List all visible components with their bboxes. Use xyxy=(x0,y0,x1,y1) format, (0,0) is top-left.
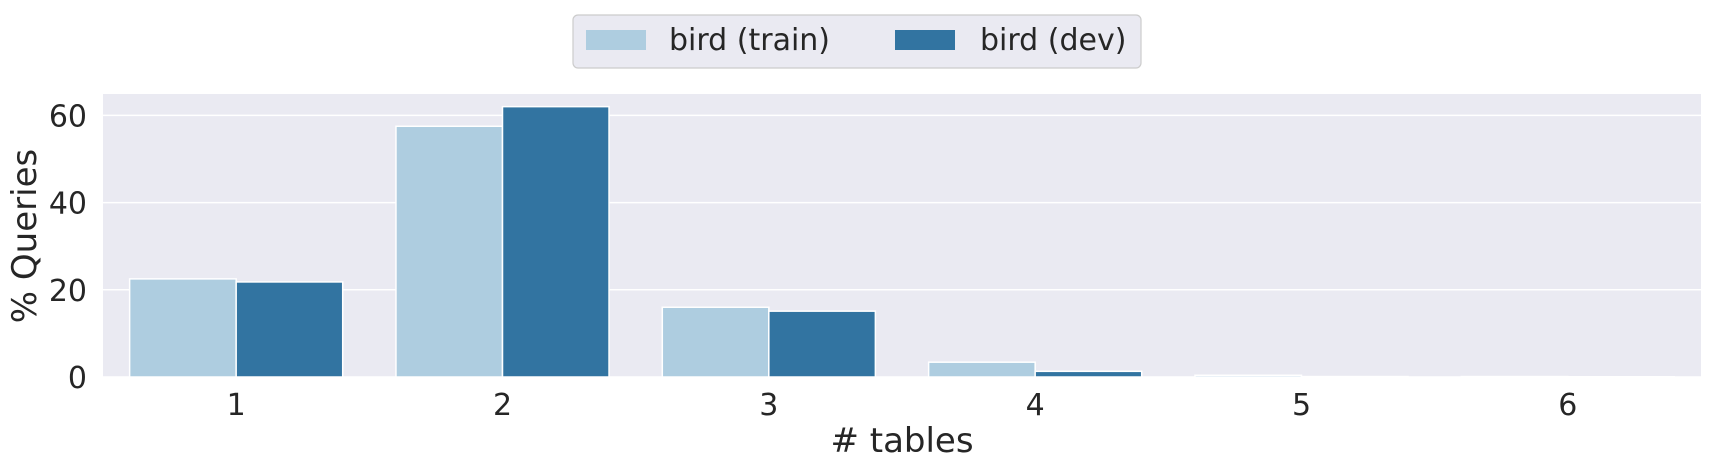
x-tick-label: 5 xyxy=(1292,388,1311,423)
x-tick-label: 3 xyxy=(759,388,778,423)
y-tick-label: 60 xyxy=(49,99,87,134)
bars xyxy=(128,105,1676,378)
x-tick-label: 4 xyxy=(1026,388,1045,423)
legend-label-bird-train: bird (train) xyxy=(669,23,830,58)
bar-bird-dev-3 xyxy=(768,310,877,378)
x-tick-label: 2 xyxy=(493,388,512,423)
bar-bird-train-1 xyxy=(128,278,237,378)
bar-bird-train-3 xyxy=(661,306,770,378)
plot-background xyxy=(103,94,1701,377)
bar-bird-train-5 xyxy=(1194,374,1303,378)
y-tick-label: 0 xyxy=(68,361,87,396)
legend-swatch-bird-train xyxy=(586,30,646,50)
legend-label-bird-dev: bird (dev) xyxy=(980,23,1126,58)
y-tick-label: 20 xyxy=(49,274,87,309)
bar-bird-dev-2 xyxy=(501,105,610,378)
y-tick-label: 40 xyxy=(49,187,87,222)
bar-bird-dev-4 xyxy=(1034,370,1143,378)
bar-bird-train-4 xyxy=(927,361,1036,378)
legend: bird (train) bird (dev) xyxy=(572,14,1142,69)
bar-bird-train-2 xyxy=(395,125,504,378)
x-axis-label: # tables xyxy=(830,421,973,461)
x-axis-ticks: 1 2 3 4 5 6 xyxy=(227,388,1578,423)
bar-bird-dev-1 xyxy=(235,281,344,378)
grid-lines xyxy=(103,114,1701,378)
y-axis-label: % Queries xyxy=(5,149,45,323)
x-tick-label: 6 xyxy=(1558,388,1577,423)
x-tick-label: 1 xyxy=(227,388,246,423)
legend-box xyxy=(572,14,1142,69)
y-axis-ticks: 0 20 40 60 xyxy=(49,99,87,396)
legend-swatch-bird-dev xyxy=(895,30,955,50)
